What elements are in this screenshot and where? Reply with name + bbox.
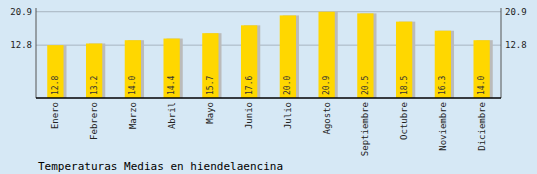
data-label: 15.7 <box>206 76 215 95</box>
bar <box>163 39 179 98</box>
x-tick-label: Noviembre <box>438 102 448 151</box>
x-tick-label: Diciembre <box>477 102 487 151</box>
baseline <box>36 97 501 98</box>
bar <box>202 33 218 98</box>
bar <box>473 40 489 98</box>
bar <box>396 22 412 98</box>
x-tick-label: Marzo <box>128 102 138 129</box>
data-label: 17.6 <box>245 76 254 95</box>
data-label: 14.0 <box>128 76 137 95</box>
bar <box>357 13 373 98</box>
x-tick-label: Julio <box>283 102 293 129</box>
data-label: 16.3 <box>438 76 447 95</box>
x-tick-label: Enero <box>50 102 60 129</box>
data-label: 18.5 <box>400 76 409 95</box>
grid <box>36 12 501 45</box>
bar <box>47 45 63 98</box>
chart: 12.8 13.2 14.0 14.4 15.7 17.6 20.0 20.9 20.5 18.5… <box>0 0 537 174</box>
y-axis-line <box>36 8 37 98</box>
title: Temperaturas Medias en hiendelaencina <box>38 160 283 173</box>
y2-tick-label: 12.8 <box>505 40 527 50</box>
y2-axis-line <box>501 8 502 98</box>
data-label: 12.8 <box>51 76 60 95</box>
x-tick-label: Mayo <box>205 102 215 124</box>
bar <box>280 15 296 98</box>
x-tick-label: Abril <box>167 102 177 129</box>
grid-line <box>36 45 501 46</box>
bar <box>125 40 141 98</box>
x-tick-label: Agosto <box>322 102 332 135</box>
data-label: 14.0 <box>477 76 486 95</box>
y-tick-label: 20.9 <box>10 7 32 17</box>
x-tick-label: Septiembre <box>360 102 370 156</box>
grid-line <box>36 11 501 12</box>
x-tick-label: Octubre <box>399 102 409 140</box>
x-tick-label: Febrero <box>89 102 99 140</box>
data-label: 20.0 <box>283 76 292 95</box>
y2-tick-label: 20.9 <box>505 7 527 17</box>
bars <box>47 12 493 98</box>
bar <box>241 25 257 98</box>
y-tick-label: 12.8 <box>10 40 32 50</box>
bar <box>318 12 334 98</box>
data-label: 13.2 <box>90 76 99 95</box>
data-label: 20.9 <box>322 76 331 95</box>
data-label: 20.5 <box>361 76 370 95</box>
bar <box>435 31 451 98</box>
x-tick-label: Junio <box>244 102 254 129</box>
data-labels: 12.8 13.2 14.0 14.4 15.7 17.6 20.0 20.9 20.5 18.5… <box>51 76 486 95</box>
bar <box>86 44 102 98</box>
data-label: 14.4 <box>167 76 176 95</box>
